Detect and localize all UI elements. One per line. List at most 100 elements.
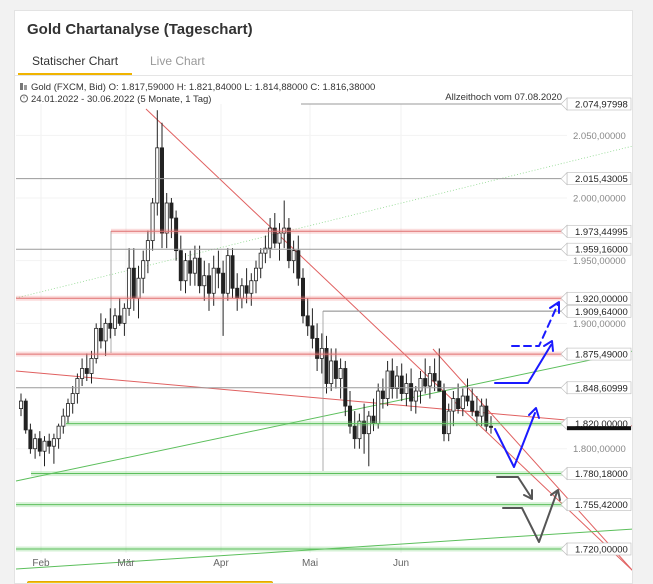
candle-body	[131, 267, 136, 299]
candle	[437, 348, 442, 392]
chart-panel: Gold Chartanalyse (Tageschart) Statische…	[14, 10, 633, 584]
candle-body	[197, 257, 202, 287]
candle-body	[272, 227, 277, 244]
candle-body	[70, 393, 75, 404]
level-label: 1.780,18000	[575, 469, 628, 480]
candle-body	[75, 378, 80, 394]
candle-body	[253, 267, 258, 282]
period-line: 24.01.2022 - 30.06.2022 (5 Monate, 1 Tag…	[31, 94, 211, 105]
x-tick-label: Mär	[117, 558, 135, 569]
candle	[145, 230, 150, 274]
candle	[409, 368, 414, 412]
candle	[230, 248, 235, 299]
candle-body	[84, 368, 89, 374]
candle	[56, 423, 61, 449]
rising-support-line	[15, 350, 632, 482]
candle	[103, 318, 108, 356]
candle-body	[33, 438, 38, 450]
y-tick-label: 1.900,00000	[573, 319, 626, 330]
level-label-pointer	[560, 416, 568, 431]
bearish-bounce-arrow	[494, 412, 536, 468]
candle-body	[451, 398, 456, 412]
candle	[42, 436, 47, 467]
candle-body	[465, 395, 470, 402]
candle-body	[188, 260, 193, 274]
candle	[61, 408, 66, 434]
candle-body	[192, 257, 197, 274]
gold-bars-icon	[20, 83, 27, 90]
candle	[33, 433, 38, 459]
scenario-arrow-layer	[494, 301, 561, 543]
level-label-pointer	[560, 242, 568, 256]
candle	[315, 323, 320, 371]
candle-body	[258, 252, 263, 269]
candle-body	[338, 368, 343, 379]
candle	[239, 278, 244, 309]
candle-body	[474, 410, 479, 417]
candle-body	[263, 247, 268, 254]
candle-body	[145, 240, 150, 262]
level-label: 1.920,00000	[575, 294, 628, 305]
dotted-trendline	[15, 145, 632, 299]
candle-body	[103, 322, 108, 342]
candle	[319, 333, 324, 374]
level-label: 1.820,00000	[575, 419, 628, 430]
tab-static-chart[interactable]: Statischer Chart	[18, 49, 133, 75]
level-label-pointer	[560, 497, 568, 512]
candle-body	[94, 327, 99, 359]
candle	[23, 398, 28, 434]
candle-body	[456, 398, 461, 409]
candle-body	[202, 275, 207, 287]
candle	[202, 260, 207, 301]
tab-live-chart[interactable]: Live Chart	[150, 54, 205, 68]
candle	[113, 308, 118, 336]
candle	[80, 358, 85, 387]
candle	[98, 313, 103, 349]
level-label: 2.015,43005	[575, 174, 628, 185]
candle	[404, 373, 409, 407]
candle-body	[206, 275, 211, 294]
candle-body	[488, 425, 493, 428]
level-layer: 2.074,97998 2.015,43005 1.973,44995 1.959,1…	[16, 97, 632, 556]
candle-body	[413, 390, 418, 402]
candle-body	[225, 255, 230, 294]
candle	[305, 298, 310, 336]
candle	[413, 386, 418, 414]
x-tick-label: Jun	[393, 558, 409, 569]
candle	[484, 398, 489, 432]
x-tick-label: Mai	[302, 558, 318, 569]
candle	[174, 210, 179, 261]
axis-layer: Feb Mär Apr Mai Jun 2.050,00000 2.000,00000 1.9…	[32, 131, 625, 569]
candle-body	[460, 395, 465, 409]
y-tick-label: 2.050,00000	[573, 131, 626, 142]
candle	[465, 378, 470, 407]
candle	[470, 388, 475, 417]
candle-body	[141, 260, 146, 279]
candle	[310, 308, 315, 349]
candle-body	[329, 360, 334, 384]
candle	[225, 248, 230, 301]
candle-body	[418, 378, 423, 392]
candle-body	[352, 425, 357, 440]
candle	[131, 248, 136, 311]
candle	[51, 433, 56, 464]
candle-body	[277, 232, 282, 244]
level-label-pointer	[560, 97, 568, 111]
candle-body	[399, 375, 404, 394]
candle-body	[366, 415, 371, 435]
candle-body	[51, 438, 56, 447]
candle	[249, 273, 254, 306]
grid-layer	[16, 104, 567, 553]
candle	[183, 253, 188, 294]
candle	[150, 197, 155, 251]
candle-body	[404, 383, 409, 394]
candle	[70, 386, 75, 414]
bearish-rebound-arrow	[502, 491, 558, 543]
candle	[282, 200, 287, 249]
candle	[211, 255, 216, 306]
level-label-pointer	[560, 171, 568, 186]
level-label: 1.875,49000	[575, 350, 628, 361]
candle-body	[390, 370, 395, 389]
candle	[117, 298, 122, 326]
action-button[interactable]	[27, 581, 273, 583]
